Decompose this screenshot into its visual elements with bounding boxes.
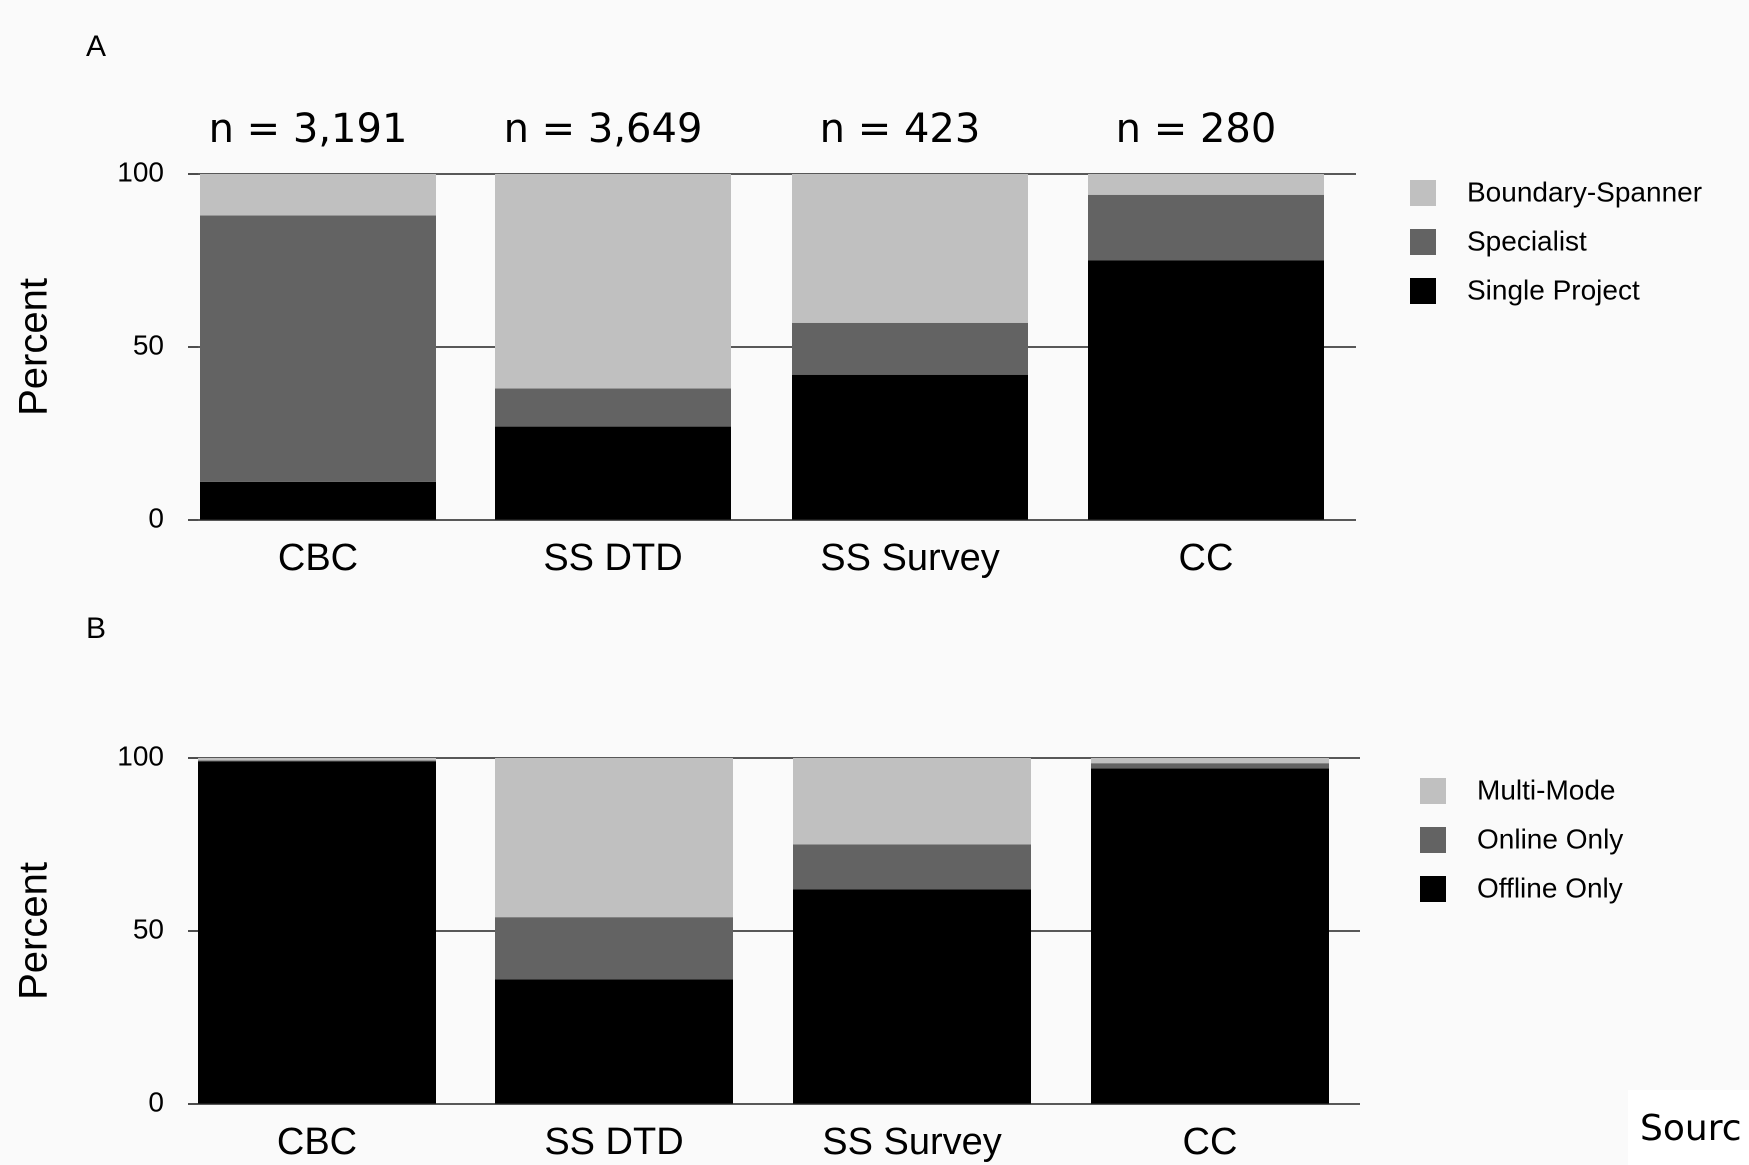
bar-segment (1088, 260, 1324, 520)
sample-size-label: n = 3,649 (504, 106, 703, 152)
bar-segment (1088, 174, 1324, 195)
sample-size-label: n = 3,191 (209, 106, 408, 152)
bar-segment (495, 979, 733, 1104)
sample-size-label: n = 280 (1116, 106, 1277, 152)
bar-segment (792, 322, 1028, 375)
bar-segment (1088, 194, 1324, 261)
legend-label: Multi-Mode (1477, 774, 1615, 805)
x-category-label: CC (1183, 1121, 1238, 1163)
y-tick-label: 0 (148, 1086, 164, 1117)
bar-segment (793, 844, 1031, 890)
bar-segment (198, 758, 436, 761)
x-category-label: CBC (277, 1121, 357, 1163)
source-text: Sourc (1640, 1108, 1742, 1149)
y-tick-label: 50 (133, 913, 164, 944)
bar-segment (495, 917, 733, 980)
bar-segment (495, 426, 731, 520)
bar-segment (793, 889, 1031, 1104)
y-axis-label: Percent (12, 862, 56, 1000)
bar-segment (792, 174, 1028, 323)
legend-swatch (1410, 278, 1436, 304)
panel-label: A (86, 30, 106, 63)
x-category-label: CBC (278, 537, 358, 579)
legend-swatch (1410, 229, 1436, 255)
bar-segment (1091, 763, 1329, 769)
bar-segment (495, 388, 731, 427)
x-category-label: CC (1179, 537, 1234, 579)
y-tick-label: 50 (133, 329, 164, 360)
bar-segment (1091, 758, 1329, 764)
legend-swatch (1420, 778, 1446, 804)
legend-label: Boundary-Spanner (1467, 176, 1702, 207)
bar-segment (495, 758, 733, 918)
legend-label: Single Project (1467, 274, 1640, 305)
y-tick-label: 0 (148, 502, 164, 533)
panel-label: B (86, 612, 106, 645)
bar-segment (200, 481, 436, 520)
legend-swatch (1420, 876, 1446, 902)
legend-swatch (1410, 180, 1436, 206)
legend-label: Specialist (1467, 225, 1587, 256)
source-box (1628, 1090, 1749, 1165)
bar-segment (792, 374, 1028, 520)
bar-segment (1091, 768, 1329, 1104)
y-axis-label: Percent (12, 278, 56, 416)
bar-segment (198, 761, 436, 1104)
sample-size-label: n = 423 (820, 106, 981, 152)
bar-segment (200, 215, 436, 482)
legend-label: Offline Only (1477, 872, 1623, 903)
y-tick-label: 100 (117, 156, 164, 187)
y-tick-label: 100 (117, 740, 164, 771)
legend-label: Online Only (1477, 823, 1623, 854)
bar-segment (793, 758, 1031, 845)
x-category-label: SS Survey (822, 1121, 1002, 1163)
bar-segment (200, 174, 436, 216)
x-category-label: SS DTD (543, 537, 682, 579)
bar-segment (495, 174, 731, 389)
x-category-label: SS Survey (820, 537, 1000, 579)
x-category-label: SS DTD (544, 1121, 683, 1163)
legend-swatch (1420, 827, 1446, 853)
bar-segment (198, 760, 436, 762)
